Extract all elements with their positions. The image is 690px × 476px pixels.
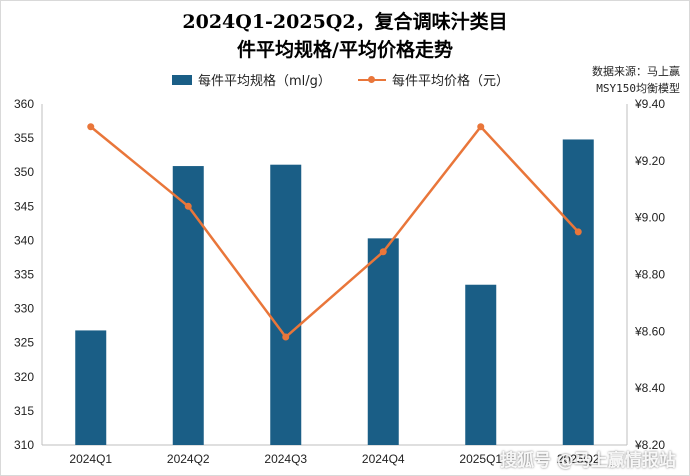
price-point-2024Q2 [184, 202, 192, 210]
legend-item-bar: 每件平均规格（ml/g） [172, 70, 331, 89]
legend-line-swatch [358, 75, 386, 85]
y-right-tick-label: ¥8.60 [634, 324, 665, 338]
y-left-tick-label: 315 [14, 404, 34, 418]
chart-title: 2024Q1-2025Q2，复合调味汁类目 件平均规格/平均价格走势 [110, 8, 580, 64]
y-right-tick-label: ¥8.20 [634, 438, 665, 452]
y-left-tick-label: 335 [14, 268, 34, 282]
price-point-2025Q2 [574, 228, 582, 236]
y-right-tick-label: ¥8.40 [634, 381, 665, 395]
bar-2024Q2 [172, 166, 204, 445]
x-tick-label: 2024Q2 [167, 452, 210, 466]
y-right-tick-label: ¥9.20 [634, 154, 665, 168]
x-tick-label: 2024Q4 [362, 452, 405, 466]
bar-2024Q1 [75, 330, 107, 445]
y-right-tick-label: ¥9.00 [634, 211, 665, 225]
bar-2024Q3 [270, 164, 302, 445]
source-line-1: 数据来源：马上赢 [592, 65, 680, 78]
bar-2024Q4 [367, 238, 399, 445]
x-tick-label: 2025Q2 [557, 452, 600, 466]
legend-item-line: 每件平均价格（元） [358, 70, 509, 89]
price-point-2025Q1 [477, 123, 485, 131]
legend-bar-label: 每件平均规格（ml/g） [198, 74, 331, 89]
x-tick-label: 2024Q3 [264, 452, 307, 466]
legend-bar-swatch [172, 74, 192, 85]
price-point-2024Q4 [379, 248, 387, 256]
bar-2025Q1 [465, 284, 497, 445]
y-left-tick-label: 340 [14, 233, 34, 247]
chart-title-line-2: 件平均规格/平均价格走势 [237, 39, 453, 61]
bar-2025Q2 [562, 139, 594, 446]
y-left-tick-label: 360 [14, 97, 34, 111]
source-line-2: MSY150均衡模型 [596, 82, 680, 95]
y-right-tick-label: ¥9.40 [634, 97, 665, 111]
x-tick-label: 2024Q1 [69, 452, 112, 466]
y-right-tick-label: ¥8.80 [634, 268, 665, 282]
y-left-tick-label: 325 [14, 336, 34, 350]
price-line [89, 125, 580, 339]
y-left-tick-label: 350 [14, 165, 34, 179]
y-left-tick-label: 355 [14, 131, 34, 145]
y-left-tick-label: 320 [14, 370, 34, 384]
y-left-tick-label: 345 [14, 199, 34, 213]
y-left-tick-label: 310 [14, 438, 34, 452]
watermark: 搜狐号 @马上赢情报站 [500, 451, 676, 471]
price-point-2024Q3 [282, 333, 290, 341]
chart-title-line-1: 2024Q1-2025Q2，复合调味汁类目 [182, 11, 508, 33]
price-point-2024Q1 [87, 123, 95, 131]
x-tick-label: 2025Q1 [459, 452, 502, 466]
y-left-tick-label: 330 [14, 302, 34, 316]
legend-line-label: 每件平均价格（元） [392, 74, 510, 89]
